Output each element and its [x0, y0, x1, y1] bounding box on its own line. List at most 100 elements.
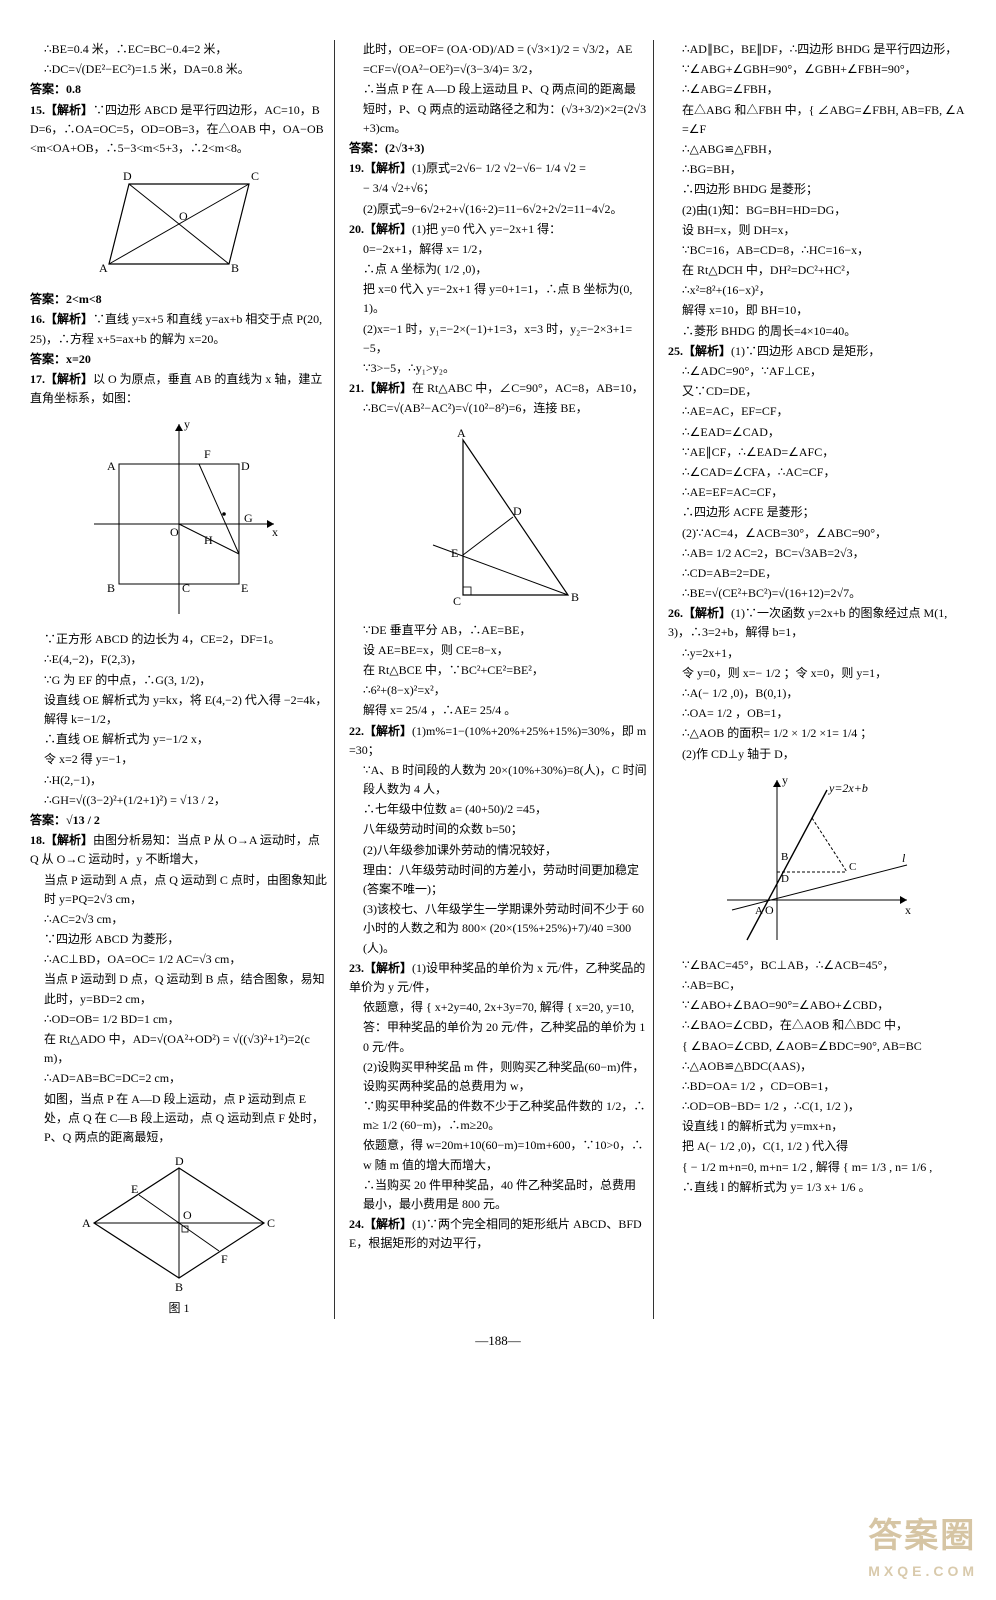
column-3: ∴AD∥BC，BE∥DF，∴四边形 BHDG 是平行四边形， ∵∠ABG+∠GB…: [662, 40, 966, 1319]
text-line: =CF=√(OA²−OE²)=√(3−3/4)= 3/2，: [349, 60, 647, 79]
text-line: ∵四边形 ABCD 为菱形，: [30, 930, 328, 949]
answer-line: 答案：x=20: [30, 350, 328, 369]
svg-text:B: B: [107, 581, 115, 595]
svg-text:D: D: [175, 1154, 184, 1168]
text-line: ∴AD=AB=BC=DC=2 cm，: [30, 1069, 328, 1088]
svg-text:B: B: [231, 261, 239, 275]
svg-text:D: D: [513, 504, 522, 518]
text-line: ∴菱形 BHDG 的周长=4×10=40。: [668, 322, 966, 341]
text-line: ∴BG=BH，: [668, 160, 966, 179]
text-line: ∴当购买 20 件甲种奖品，40 件乙种奖品时，总费用最小，最小费用是 800 …: [349, 1176, 647, 1214]
svg-text:E: E: [451, 546, 458, 560]
svg-text:A: A: [99, 261, 108, 275]
text-line: (2)由(1)知：BG=BH=HD=DG，: [668, 201, 966, 220]
label: 25.【解析】: [668, 344, 731, 358]
text-line: ∴△ABG≌△FBH，: [668, 140, 966, 159]
svg-text:C: C: [251, 169, 259, 183]
text-line: ∴6²+(8−x)²=x²，: [349, 681, 647, 700]
text-line: 如图，当点 P 在 A—D 段上运动，点 P 运动到点 E 处，点 Q 在 C—…: [30, 1090, 328, 1148]
text-line: (1)∵四边形 ABCD 是矩形，: [731, 344, 880, 358]
watermark: 答案圈 MXQE.COM: [868, 1509, 978, 1582]
text-line: ∴∠EAD=∠CAD，: [668, 423, 966, 442]
text-line: ∵3>−5，∴y₁>y₂。: [349, 359, 647, 378]
text-line: 在 Rt△BCE 中，∵BC²+CE²=BE²，: [349, 661, 647, 680]
svg-text:A: A: [82, 1216, 91, 1230]
text-line: ∴A(− 1/2 ,0)，B(0,1)，: [668, 684, 966, 703]
text-line: 八年级劳动时间的众数 b=50；: [349, 820, 647, 839]
svg-text:y: y: [782, 773, 788, 787]
text-line: { − 1/2 m+n=0, m+n= 1/2 , 解得 { m= 1/3 , …: [668, 1158, 966, 1177]
svg-text:B: B: [781, 851, 788, 863]
svg-text:H: H: [204, 533, 213, 547]
text-line: 依题意，得 { x+2y=40, 2x+3y=70, 解得 { x=20, y=…: [349, 998, 647, 1017]
text-line: ∵∠ABO+∠BAO=90°=∠ABO+∠CBD，: [668, 996, 966, 1015]
answer-line: 答案：(2√3+3): [349, 139, 647, 158]
text-line: ∵A、B 时间段的人数为 20×(10%+30%)=8(人)，C 时间段人数为 …: [349, 761, 647, 799]
text-line: ∴OA= 1/2 ，OB=1，: [668, 704, 966, 723]
text-line: (2)原式=9−6√2+2+√(16÷2)=11−6√2+2√2=11−4√2。: [349, 200, 647, 219]
text-line: ∴BE=0.4 米，∴EC=BC−0.4=2 米，: [30, 40, 328, 59]
svg-text:D: D: [241, 459, 250, 473]
svg-text:E: E: [241, 581, 248, 595]
label: 21.【解析】: [349, 381, 412, 395]
figure-caption: 图 1: [30, 1299, 328, 1318]
text-line: ∴四边形 BHDG 是菱形；: [668, 180, 966, 199]
svg-text:C: C: [849, 861, 856, 873]
text-line: 在 Rt△ABC 中，∠C=90°，AC=8，AB=10，: [412, 381, 644, 395]
text-line: 此时，OE=OF= (OA·OD)/AD = (√3×1)/2 = √3/2，A…: [349, 40, 647, 59]
label: 17.【解析】: [30, 372, 93, 386]
text-line: 当点 P 运动到 A 点，点 Q 运动到 C 点时，由图象知此时 y=PQ=2√…: [30, 871, 328, 909]
problem-20: 20.【解析】(1)把 y=0 代入 y=−2x+1 得：: [349, 220, 647, 239]
svg-text:x: x: [905, 903, 911, 917]
svg-text:O: O: [179, 209, 188, 223]
text-line: 在 Rt△ADO 中，AD=√(OA²+OD²) = √((√3)²+1²)=2…: [30, 1030, 328, 1068]
watermark-main: 答案圈: [868, 1517, 976, 1555]
svg-text:O: O: [170, 525, 179, 539]
label: 22.【解析】: [349, 724, 412, 738]
svg-text:A: A: [457, 426, 466, 440]
page-number: —188—: [30, 1331, 966, 1352]
text-line: { ∠BAO=∠CBD, ∠AOB=∠BDC=90°, AB=BC: [668, 1037, 966, 1056]
text-line: 在 Rt△DCH 中，DH²=DC²+HC²，: [668, 261, 966, 280]
text-line: ∴y=2x+1，: [668, 644, 966, 663]
problem-25: 25.【解析】(1)∵四边形 ABCD 是矩形，: [668, 342, 966, 361]
text-line: 把 A(− 1/2 ,0)，C(1, 1/2 ) 代入得: [668, 1137, 966, 1156]
text-line: ∴四边形 ACFE 是菱形；: [668, 503, 966, 522]
text-line: ∴DC=√(DE²−EC²)=1.5 米，DA=0.8 米。: [30, 60, 328, 79]
text-line: 令 y=0，则 x=− 1/2 ；令 x=0，则 y=1，: [668, 664, 966, 683]
text-line: ∴OD=OB−BD= 1/2 ，∴C(1, 1/2 )，: [668, 1097, 966, 1116]
svg-text:B: B: [571, 590, 579, 604]
svg-text:y=2x+b: y=2x+b: [828, 781, 868, 795]
text-line: ∴∠ADC=90°，∵AF⊥CE，: [668, 362, 966, 381]
column-1: ∴BE=0.4 米，∴EC=BC−0.4=2 米， ∴DC=√(DE²−EC²)…: [30, 40, 335, 1319]
text-line: ∴∠CAD=∠CFA，∴AC=CF，: [668, 463, 966, 482]
text-line: 设直线 l 的解析式为 y=mx+n，: [668, 1117, 966, 1136]
text-line: − 3/4 √2+√6；: [349, 179, 647, 198]
text-line: ∴OD=OB= 1/2 BD=1 cm，: [30, 1010, 328, 1029]
label: 24.【解析】: [349, 1217, 412, 1231]
label: 19.【解析】: [349, 161, 412, 175]
text-line: 答：甲种奖品的单价为 20 元/件，乙种奖品的单价为 10 元/件。: [349, 1018, 647, 1056]
svg-text:C: C: [182, 581, 190, 595]
text-line: ∴当点 P 在 A—D 段上运动且 P、Q 两点间的距离最短时，P、Q 两点的运…: [349, 80, 647, 138]
text-line: ∴BC=√(AB²−AC²)=√(10²−8²)=6，连接 BE，: [349, 399, 647, 418]
text-line: ∴七年级中位数 a= (40+50)/2 =45，: [349, 800, 647, 819]
text-line: ∵∠ABG+∠GBH=90°，∠GBH+∠FBH=90°，: [668, 60, 966, 79]
text-line: (2)作 CD⊥y 轴于 D，: [668, 745, 966, 764]
text-line: ∴BD=OA= 1/2 ，CD=OB=1，: [668, 1077, 966, 1096]
text-line: ∴x²=8²+(16−x)²，: [668, 281, 966, 300]
column-2: 此时，OE=OF= (OA·OD)/AD = (√3×1)/2 = √3/2，A…: [343, 40, 654, 1319]
label: 16.【解析】: [30, 312, 93, 326]
text-line: ∴AC=2√3 cm，: [30, 910, 328, 929]
text-line: ∵正方形 ABCD 的边长为 4，CE=2，DF=1。: [30, 630, 328, 649]
problem-24: 24.【解析】(1)∵两个完全相同的矩形纸片 ABCD、BFDE，根据矩形的对边…: [349, 1215, 647, 1253]
coordinate-square-diagram: x y O A D B E C F G H: [74, 414, 284, 624]
text-line: ∴△AOB 的面积= 1/2 × 1/2 ×1= 1/4 ；: [668, 724, 966, 743]
svg-text:x: x: [272, 525, 278, 539]
text-line: 当点 P 运动到 D 点，Q 运动到 B 点，结合图象，易知此时，y=BD=2 …: [30, 970, 328, 1008]
text-line: ∴AE=AC，EF=CF，: [668, 402, 966, 421]
text-line: (2)∵AC=4，∠ACB=30°，∠ABC=90°，: [668, 524, 966, 543]
text-line: ∴H(2,−1)，: [30, 771, 328, 790]
label: 18.【解析】: [30, 833, 93, 847]
problem-16: 16.【解析】∵直线 y=x+5 和直线 y=ax+b 相交于点 P(20,25…: [30, 310, 328, 348]
